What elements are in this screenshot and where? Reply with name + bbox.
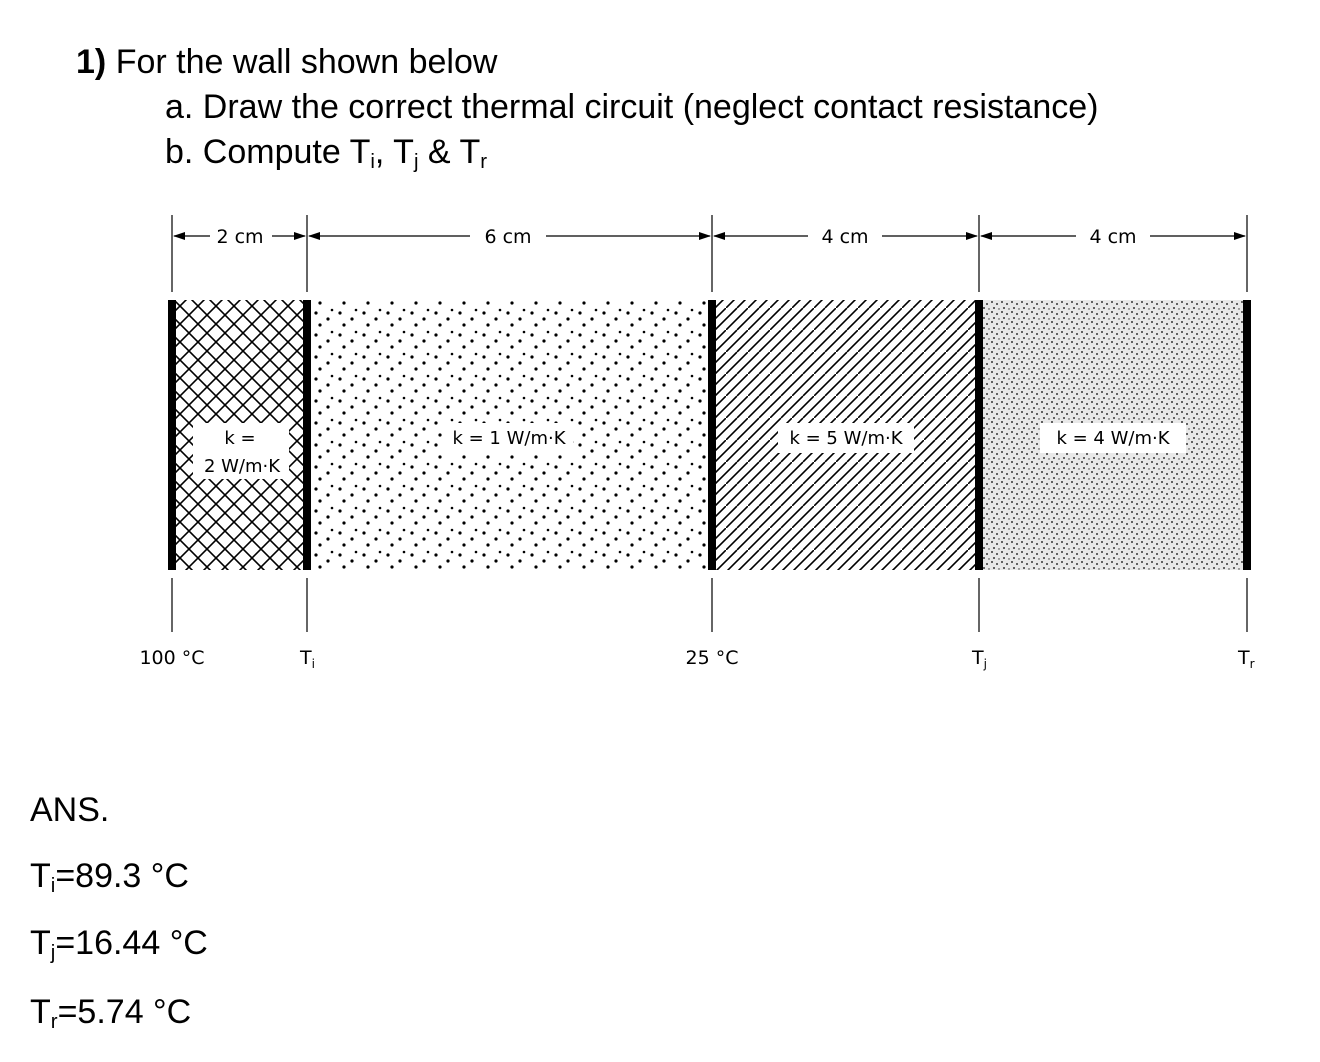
layer-1-k-label-line2: 2 W/m·K <box>204 456 281 477</box>
layer-2-k-label-bg <box>445 423 573 453</box>
boundary-label-tj: Tj <box>971 647 987 671</box>
layer-4-k-label-bg <box>1040 423 1186 453</box>
answer-tj: Tj=16.44 °C <box>30 924 208 965</box>
layer-1-k-label-line1: k = <box>224 428 255 449</box>
layer-1-k-label-bg <box>193 423 289 479</box>
layer-3-k-label-bg <box>778 423 914 453</box>
boundary-label-middle: 25 °C <box>686 647 739 669</box>
interface-bar-2 <box>708 300 716 570</box>
layer-4-k-label: k = 4 W/m·K <box>1056 428 1170 449</box>
layer-3-width-label: 4 cm <box>821 226 868 248</box>
answer-tr: Tr=5.74 °C <box>30 993 192 1034</box>
interface-bar-0 <box>168 300 176 570</box>
part-a: a. Draw the correct thermal circuit (neg… <box>165 88 1099 126</box>
layer-4-width-label: 4 cm <box>1089 226 1136 248</box>
answer-ti: Ti=89.3 °C <box>30 857 189 898</box>
layer-2-width-label: 6 cm <box>484 226 531 248</box>
answer-heading: ANS. <box>30 791 110 829</box>
layer-1-width-label: 2 cm <box>216 226 263 248</box>
layer-3-k-label: k = 5 W/m·K <box>789 428 903 449</box>
layer-2-k-label: k = 1 W/m·K <box>452 428 566 449</box>
problem-number: 1) <box>76 43 107 81</box>
part-b: b. Compute Ti, Tj & Tr <box>165 133 488 174</box>
interface-bar-4 <box>1243 300 1251 570</box>
boundary-label-tr: Tr <box>1237 647 1255 671</box>
interface-bar-1 <box>303 300 311 570</box>
problem-statement: 1) For the wall shown below <box>76 42 497 82</box>
problem-text: For the wall shown below <box>115 43 498 81</box>
boundary-label-left: 100 °C <box>139 647 204 669</box>
interface-bar-3 <box>975 300 983 570</box>
boundary-label-ti: Ti <box>299 647 315 671</box>
